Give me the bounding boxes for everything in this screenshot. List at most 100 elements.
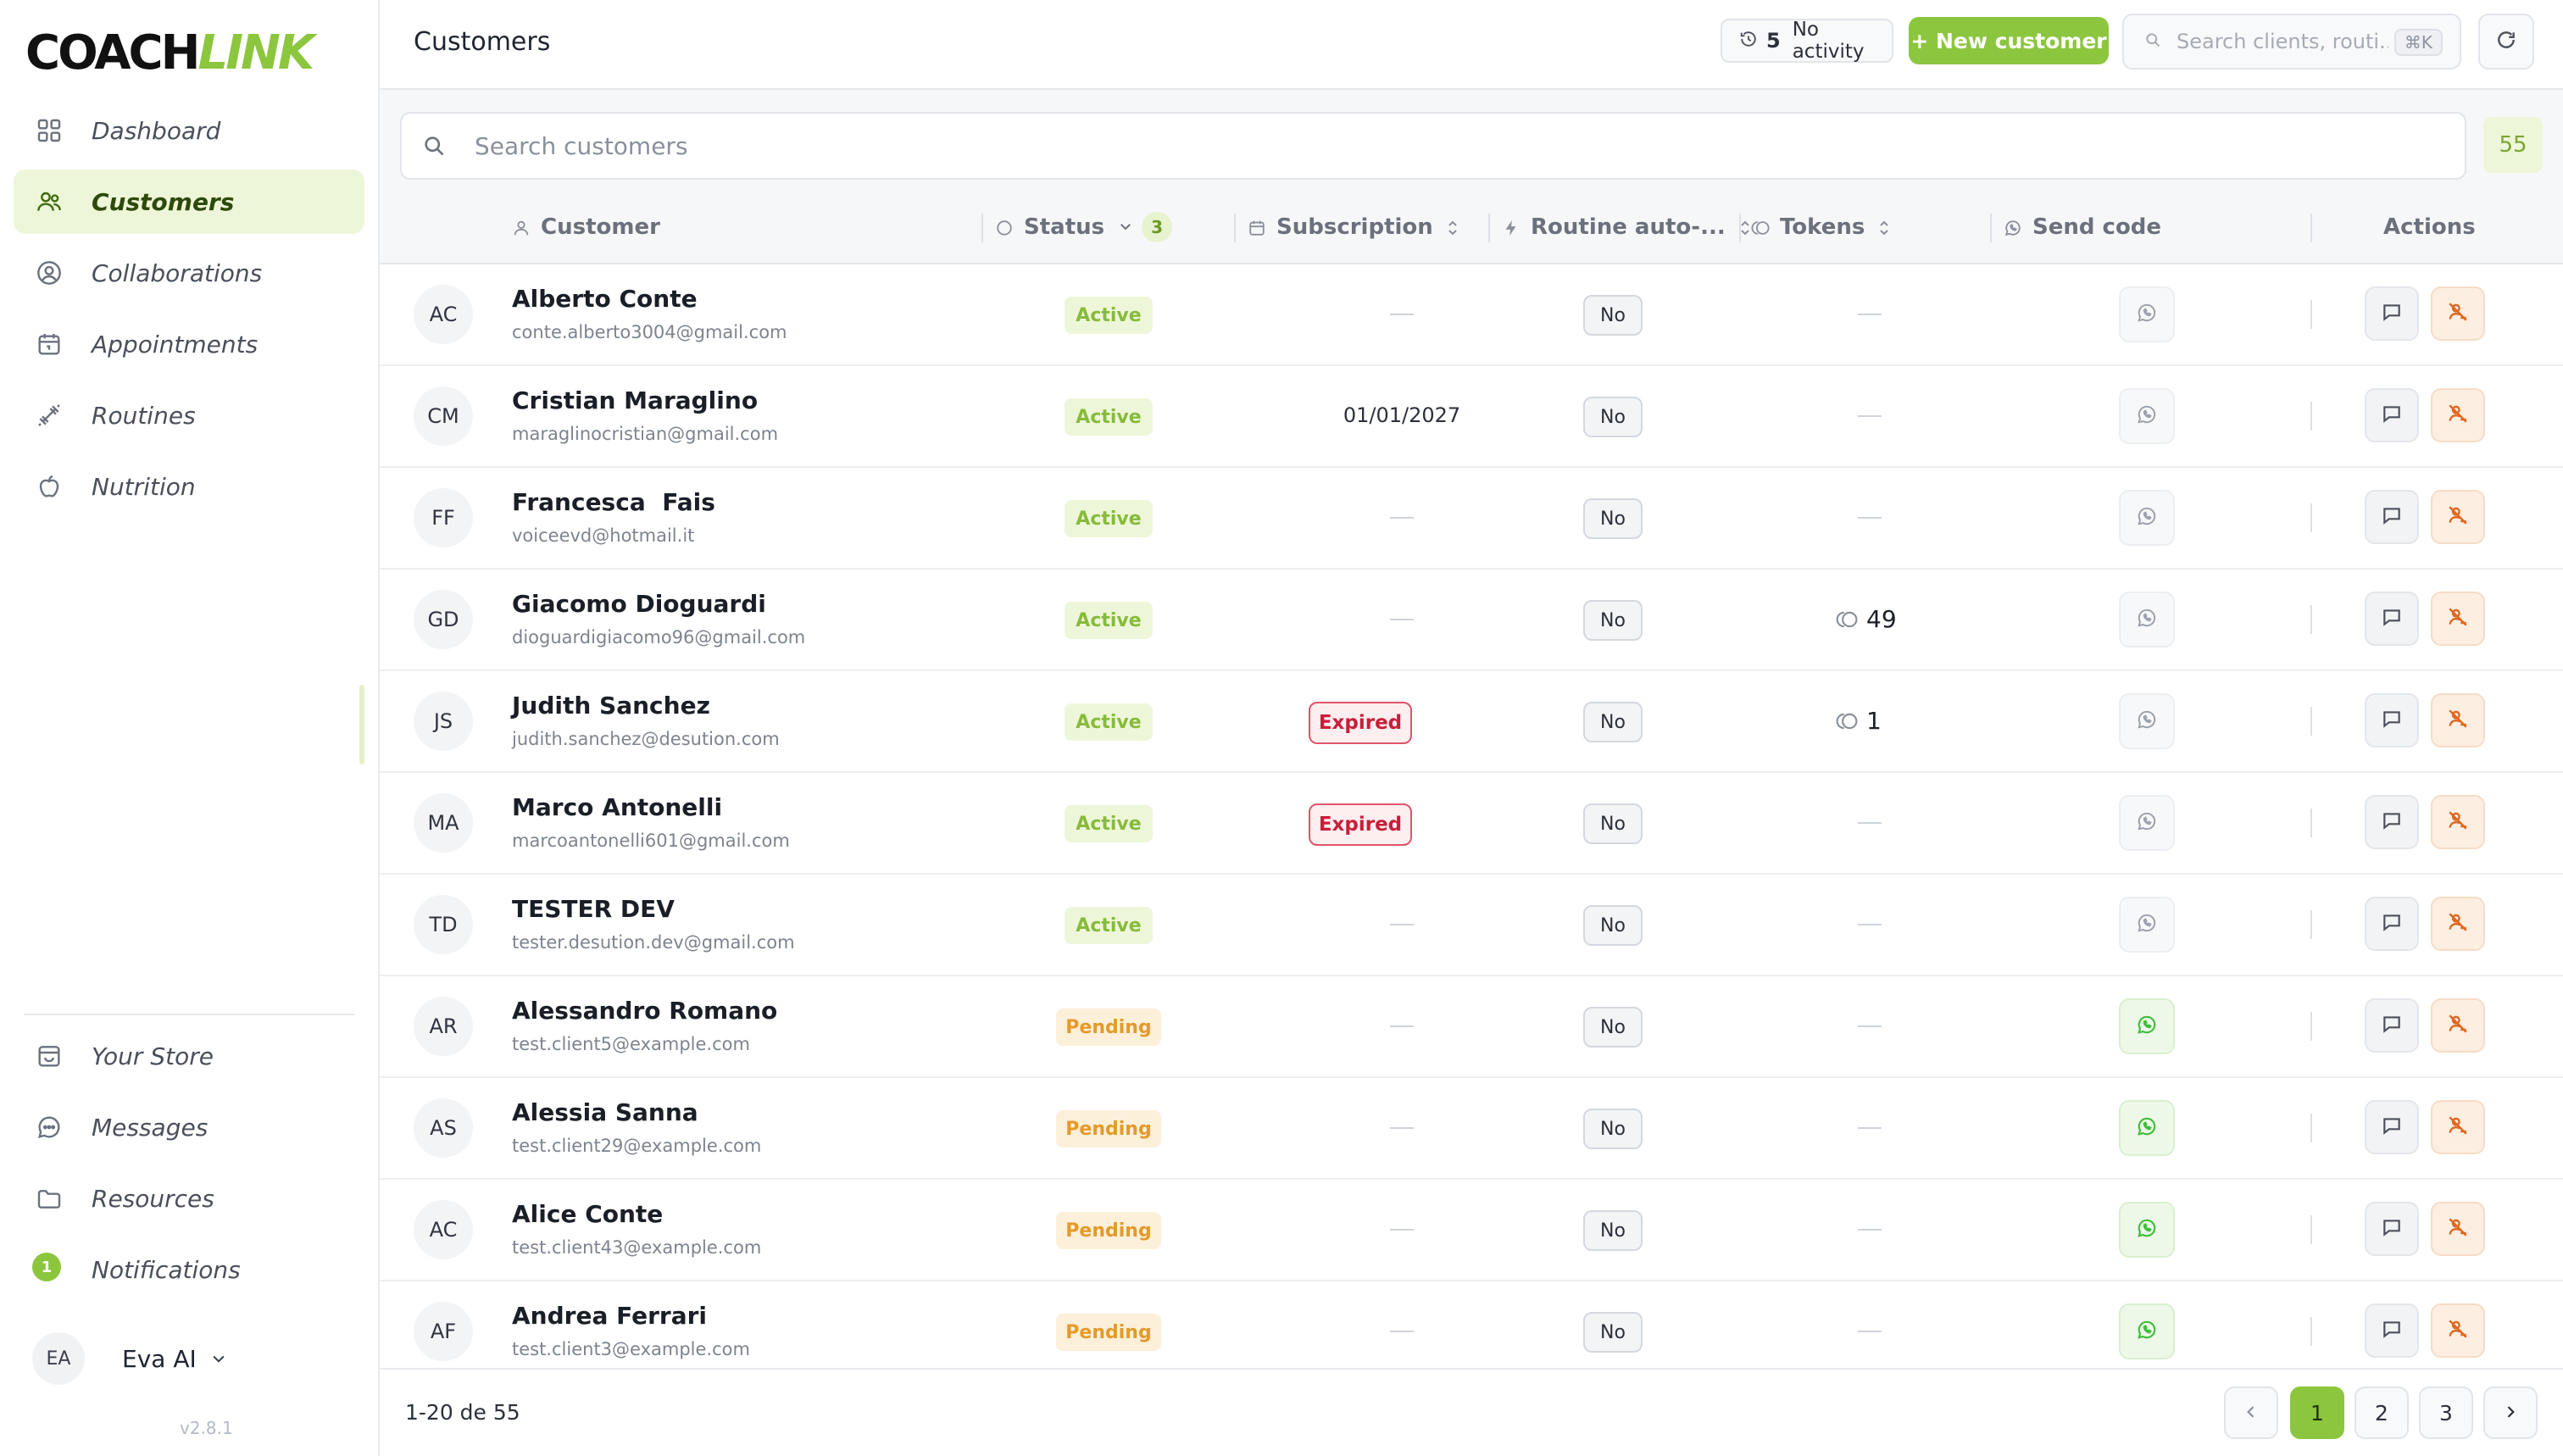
- deactivate-user-button[interactable]: [2431, 286, 2485, 341]
- chevron-down-icon: [1118, 214, 1133, 240]
- deactivate-user-button[interactable]: [2431, 490, 2485, 544]
- user-circle-icon: [36, 259, 63, 286]
- table-row[interactable]: AR Alessandro Romano test.client5@example.…: [380, 976, 2563, 1078]
- customer-name[interactable]: Francesca Fais: [512, 488, 715, 516]
- column-tokens[interactable]: Tokens: [1751, 192, 1892, 263]
- customer-name[interactable]: Alessia Sanna: [512, 1098, 698, 1126]
- page-3-button[interactable]: 3: [2419, 1387, 2473, 1439]
- deactivate-user-button[interactable]: [2431, 388, 2485, 442]
- send-code-whatsapp-button[interactable]: [2119, 795, 2175, 851]
- whatsapp-icon: [2004, 218, 2022, 236]
- customer-name[interactable]: Alice Conte: [512, 1200, 664, 1228]
- actions-divider: [2310, 1317, 2312, 1346]
- deactivate-user-button[interactable]: [2431, 1100, 2485, 1154]
- deactivate-user-button[interactable]: [2431, 897, 2485, 951]
- customer-name[interactable]: Giacomo Dioguardi: [512, 590, 766, 618]
- deactivate-user-button[interactable]: [2431, 1303, 2485, 1358]
- message-button[interactable]: [2365, 592, 2419, 646]
- sidebar-item-dashboard[interactable]: Dashboard: [14, 98, 364, 163]
- message-button[interactable]: [2365, 388, 2419, 442]
- sidebar-item-notifications[interactable]: 1 Notifications: [14, 1237, 364, 1302]
- chevron-right-icon: [2502, 1401, 2519, 1425]
- deactivate-user-button[interactable]: [2431, 1202, 2485, 1256]
- user-off-icon: [2447, 911, 2469, 936]
- message-button[interactable]: [2365, 897, 2419, 951]
- customer-name[interactable]: Alberto Conte: [512, 285, 698, 313]
- send-code-whatsapp-button[interactable]: [2119, 592, 2175, 647]
- send-code-whatsapp-button[interactable]: [2119, 693, 2175, 749]
- customer-name[interactable]: TESTER DEV: [512, 895, 675, 923]
- actions-divider: [2310, 910, 2312, 939]
- deactivate-user-button[interactable]: [2431, 693, 2485, 747]
- send-code-whatsapp-button[interactable]: [2119, 388, 2175, 444]
- message-button[interactable]: [2365, 998, 2419, 1053]
- table-row[interactable]: JS Judith Sanchez judith.sanchez@desution.…: [380, 671, 2563, 773]
- table-row[interactable]: AS Alessia Sanna test.client29@example.com…: [380, 1078, 2563, 1180]
- chat-bubble-icon: [36, 1114, 63, 1141]
- empty-tokens: [1858, 415, 1882, 417]
- message-button[interactable]: [2365, 286, 2419, 341]
- message-button[interactable]: [2365, 1303, 2419, 1358]
- send-code-whatsapp-button[interactable]: [2119, 1202, 2175, 1258]
- table-row[interactable]: TD TESTER DEV tester.desution.dev@gmail.co…: [380, 875, 2563, 976]
- user-menu[interactable]: EA Eva AI: [32, 1332, 227, 1385]
- column-customer[interactable]: Customer: [512, 192, 660, 263]
- send-code-whatsapp-button[interactable]: [2119, 490, 2175, 546]
- message-button[interactable]: [2365, 795, 2419, 849]
- customer-search-placeholder: Search customers: [475, 132, 688, 160]
- table-row[interactable]: CM Cristian Maraglino maraglinocristian@gm…: [380, 366, 2563, 468]
- column-status[interactable]: Status 3: [995, 192, 1173, 263]
- token-icon: [1751, 218, 1770, 236]
- table-row[interactable]: AC Alice Conte test.client43@example.com Pe…: [380, 1180, 2563, 1281]
- logo[interactable]: COACHLINK: [25, 24, 314, 83]
- message-button[interactable]: [2365, 693, 2419, 747]
- message-button[interactable]: [2365, 1202, 2419, 1256]
- column-subscription[interactable]: Subscription: [1248, 192, 1460, 263]
- deactivate-user-button[interactable]: [2431, 592, 2485, 646]
- customer-name[interactable]: Alessandro Romano: [512, 997, 778, 1025]
- deactivate-user-button[interactable]: [2431, 795, 2485, 849]
- send-code-whatsapp-button[interactable]: [2119, 998, 2175, 1054]
- customer-name[interactable]: Judith Sanchez: [512, 692, 710, 720]
- next-page-button[interactable]: [2483, 1387, 2538, 1439]
- customer-search-input[interactable]: Search customers: [400, 112, 2466, 180]
- sidebar-item-appointments[interactable]: Appointments: [14, 312, 364, 376]
- global-search[interactable]: Search clients, routi... ⌘K: [2122, 14, 2461, 69]
- page-1-button[interactable]: 1: [2290, 1387, 2344, 1439]
- page-2-button[interactable]: 2: [2355, 1387, 2409, 1439]
- sidebar-item-routines[interactable]: Routines: [14, 383, 364, 447]
- sidebar-item-resources[interactable]: Resources: [14, 1166, 364, 1231]
- send-code-whatsapp-button[interactable]: [2119, 897, 2175, 953]
- sidebar-item-nutrition[interactable]: Nutrition: [14, 454, 364, 519]
- table-row[interactable]: MA Marco Antonelli marcoantonelli601@gmail…: [380, 773, 2563, 875]
- pagination-range: 1-20 de 55: [405, 1400, 520, 1425]
- table-row[interactable]: GD Giacomo Dioguardi dioguardigiacomo96@gm…: [380, 570, 2563, 671]
- message-button[interactable]: [2365, 1100, 2419, 1154]
- sidebar-item-your-store[interactable]: Your Store: [14, 1024, 364, 1088]
- customer-name[interactable]: Marco Antonelli: [512, 793, 723, 821]
- sidebar-scroll-indicator[interactable]: [359, 685, 364, 764]
- activity-count: 5: [1766, 29, 1781, 53]
- sidebar-item-collaborations[interactable]: Collaborations: [14, 241, 364, 305]
- send-code-whatsapp-button[interactable]: [2119, 1303, 2175, 1359]
- column-divider: [2310, 214, 2312, 242]
- table-row[interactable]: FF Francesca Fais voiceevd@hotmail.it Activ…: [380, 468, 2563, 570]
- sidebar-item-messages[interactable]: Messages: [14, 1095, 364, 1159]
- token-count: 49: [1836, 605, 1897, 633]
- deactivate-user-button[interactable]: [2431, 998, 2485, 1053]
- column-routine-auto[interactable]: Routine auto-...: [1502, 192, 1753, 263]
- message-button[interactable]: [2365, 490, 2419, 544]
- table-row[interactable]: AF Andrea Ferrari test.client3@example.com…: [380, 1281, 2563, 1383]
- whatsapp-icon: [2136, 1014, 2158, 1039]
- routine-auto-badge: No: [1583, 498, 1643, 539]
- customer-name[interactable]: Cristian Maraglino: [512, 386, 759, 414]
- prev-page-button[interactable]: [2224, 1387, 2278, 1439]
- refresh-button[interactable]: [2478, 14, 2534, 69]
- send-code-whatsapp-button[interactable]: [2119, 286, 2175, 342]
- send-code-whatsapp-button[interactable]: [2119, 1100, 2175, 1156]
- sidebar-item-customers[interactable]: Customers: [14, 169, 364, 234]
- new-customer-button[interactable]: + New customer: [1909, 17, 2109, 64]
- activity-button[interactable]: 5 No activity: [1721, 19, 1893, 63]
- customer-name[interactable]: Andrea Ferrari: [512, 1302, 707, 1330]
- table-row[interactable]: AC Alberto Conte conte.alberto3004@gmail.c…: [380, 264, 2563, 366]
